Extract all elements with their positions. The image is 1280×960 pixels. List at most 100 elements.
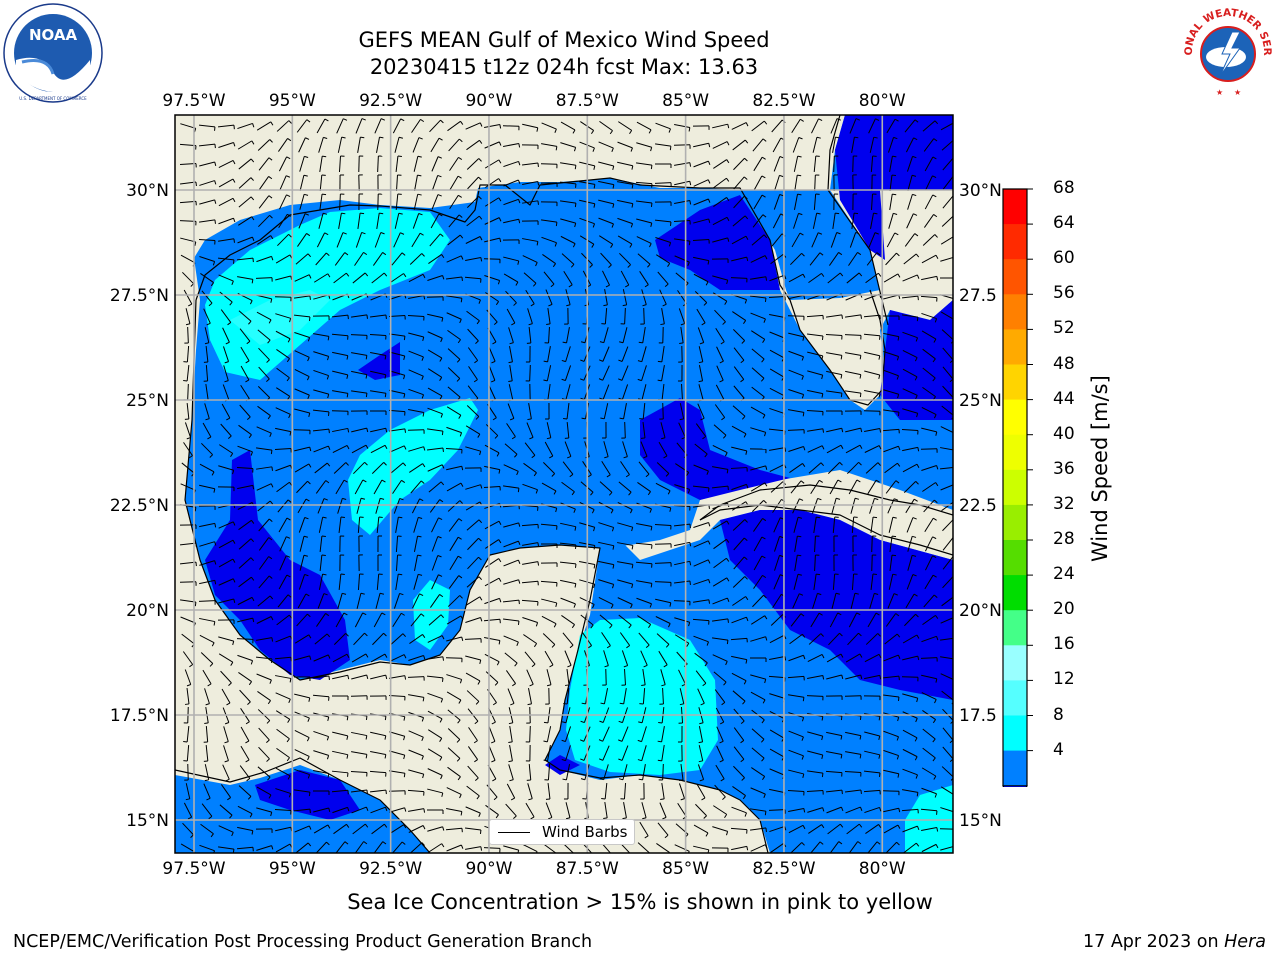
wind-barb-flag <box>743 320 747 325</box>
wind-barb <box>787 675 805 679</box>
wind-barb <box>256 447 272 451</box>
wind-barb <box>331 333 349 337</box>
wind-barb-flag <box>537 200 539 205</box>
lat-label-right: 15°N <box>959 811 1002 831</box>
wind-barb <box>395 574 399 590</box>
wind-barb-flag <box>326 633 331 638</box>
wind-barb-flag <box>859 754 862 759</box>
wind-barb-flag <box>514 453 518 458</box>
wind-barb-flag <box>250 660 254 665</box>
wind-barb-flag <box>403 824 407 829</box>
wind-barb-flag <box>572 129 576 134</box>
wind-barb-flag <box>564 684 570 686</box>
wind-barb <box>525 802 535 818</box>
wind-barb-flag <box>612 584 615 589</box>
wind-barb <box>906 574 914 590</box>
wind-barb <box>793 517 799 533</box>
wind-barb-flag <box>599 720 604 723</box>
wind-barb-flag <box>245 759 250 763</box>
wind-barb <box>182 271 194 285</box>
wind-barb-flag <box>700 417 705 421</box>
wind-barb-flag <box>631 545 634 550</box>
wind-barb <box>714 689 726 703</box>
wind-barb <box>258 347 270 361</box>
wind-barb <box>279 175 287 191</box>
wind-barb <box>792 593 800 609</box>
wind-barb <box>331 770 349 774</box>
wind-barb <box>848 479 858 495</box>
wind-barb <box>941 215 953 227</box>
wind-barb-flag <box>763 499 767 504</box>
wind-barb <box>624 421 626 439</box>
wind-barb <box>465 256 481 262</box>
wind-barb-flag <box>955 299 956 303</box>
wind-barb <box>921 275 937 281</box>
wind-barb <box>392 480 402 494</box>
wind-barb-flag <box>365 806 369 811</box>
wind-barb <box>850 498 856 514</box>
wind-barb <box>237 654 253 662</box>
colorbar-segment <box>1003 469 1027 506</box>
wind-barb <box>851 516 855 534</box>
wind-barb-flag <box>708 522 711 527</box>
wind-barb <box>641 745 647 761</box>
wind-barb <box>351 444 367 454</box>
colorbar-segment <box>1003 189 1027 225</box>
lon-label-bottom: 95°W <box>269 859 316 879</box>
wind-barb-flag <box>605 284 610 288</box>
wind-barb <box>619 252 631 266</box>
wind-barb <box>769 314 785 318</box>
wind-barb-flag <box>802 633 806 638</box>
wind-barb <box>750 808 766 812</box>
wind-barb <box>641 384 647 400</box>
wind-barb <box>807 654 823 662</box>
wind-barb <box>674 238 690 242</box>
wind-barb-flag <box>287 396 291 400</box>
wind-barb <box>430 213 440 229</box>
wind-barb <box>332 370 348 376</box>
wind-barb-flag <box>546 684 552 687</box>
wind-barb <box>431 555 439 571</box>
wind-barb <box>941 405 953 416</box>
wind-barb <box>865 824 879 834</box>
wind-barb <box>921 254 937 264</box>
wind-barb <box>389 750 405 756</box>
wind-barb <box>354 612 364 628</box>
wind-barb <box>299 156 305 172</box>
wind-barb <box>793 194 799 210</box>
wind-barb <box>713 424 727 436</box>
wind-barb-flag <box>629 130 633 135</box>
wind-barb-flag <box>366 789 368 795</box>
wind-barb-flag <box>421 375 424 381</box>
wind-barb <box>598 217 614 225</box>
wind-barb <box>274 296 292 298</box>
low-wind-honduras <box>545 755 580 775</box>
wind-barb-flag <box>384 653 388 658</box>
wind-barb-flag <box>628 624 632 629</box>
wind-barb-flag <box>876 252 881 256</box>
wind-barb-flag <box>800 613 805 617</box>
wind-barb <box>826 674 842 680</box>
wind-barb-flag <box>708 218 711 223</box>
wind-barb-flag <box>401 841 406 845</box>
colorbar-label: 20 <box>1053 599 1075 620</box>
wind-barb <box>598 522 614 528</box>
wind-barb <box>830 232 838 248</box>
wind-barb <box>806 314 824 318</box>
wind-barb-flag <box>892 155 897 158</box>
wind-barb-flag <box>679 703 684 706</box>
wind-barb <box>693 540 709 548</box>
wind-barb-flag <box>267 776 271 781</box>
wind-barb <box>883 351 899 357</box>
wind-barb-flag <box>543 379 548 382</box>
wind-barb-flag <box>650 222 653 227</box>
wind-barb <box>750 482 766 492</box>
wind-barb-flag <box>726 597 730 602</box>
wind-barb-flag <box>801 394 805 399</box>
wind-barb-flag <box>702 436 707 440</box>
wind-barb-flag <box>630 604 633 609</box>
wind-barb-flag <box>205 418 210 421</box>
wind-barb <box>427 368 443 378</box>
wind-barb <box>871 193 873 211</box>
wind-barb <box>351 653 367 663</box>
